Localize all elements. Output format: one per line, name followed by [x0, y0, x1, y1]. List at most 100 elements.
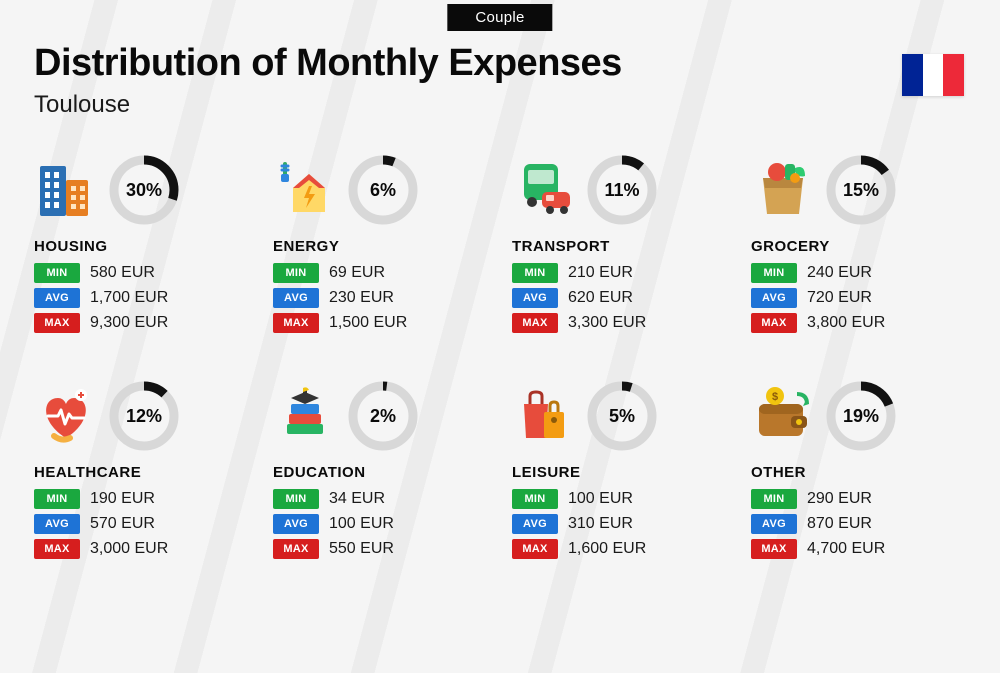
percent-gauge: 30% — [108, 154, 180, 226]
max-value: 1,600 EUR — [568, 540, 646, 558]
category-card-healthcare: 12%HEALTHCAREMIN190 EURAVG570 EURMAX3,00… — [34, 380, 249, 564]
category-card-grocery: 15%GROCERYMIN240 EURAVG720 EURMAX3,800 E… — [751, 154, 966, 338]
category-name: LEISURE — [512, 464, 727, 481]
stat-row-avg: AVG 310 EUR — [512, 514, 727, 534]
percent-value: 30% — [108, 154, 180, 226]
leisure-icon — [512, 384, 576, 448]
max-badge: MAX — [751, 539, 797, 559]
category-name: ENERGY — [273, 238, 488, 255]
stat-row-avg: AVG870 EUR — [751, 514, 966, 534]
household-badge: Couple — [447, 4, 552, 31]
stat-row-min: MIN 290 EUR — [751, 489, 966, 509]
percent-value: 2% — [347, 380, 419, 452]
min-value: 100 EUR — [568, 490, 633, 508]
max-badge: MAX — [34, 313, 80, 333]
category-name: OTHER — [751, 464, 966, 481]
stat-row-max: MAX4,700 EUR — [751, 539, 966, 559]
avg-value: 310 EUR — [568, 515, 633, 533]
max-badge: MAX — [751, 313, 797, 333]
max-value: 3,800 EUR — [807, 314, 885, 332]
stat-row-avg: AVG720 EUR — [751, 288, 966, 308]
percent-gauge: 12% — [108, 380, 180, 452]
avg-badge: AVG — [512, 288, 558, 308]
avg-badge: AVG — [34, 288, 80, 308]
min-badge: MIN — [512, 263, 558, 283]
min-badge: MIN — [273, 263, 319, 283]
max-value: 9,300 EUR — [90, 314, 168, 332]
grocery-icon — [751, 158, 815, 222]
min-badge: MIN — [751, 263, 797, 283]
stat-row-min: MIN 100 EUR — [512, 489, 727, 509]
percent-value: 6% — [347, 154, 419, 226]
flag-stripe-3 — [943, 54, 964, 96]
min-value: 34 EUR — [329, 490, 385, 508]
flag-icon — [902, 54, 964, 96]
percent-gauge: 6% — [347, 154, 419, 226]
max-value: 1,500 EUR — [329, 314, 407, 332]
stat-row-max: MAX 1,500 EUR — [273, 313, 488, 333]
stat-row-max: MAX3,300 EUR — [512, 313, 727, 333]
min-badge: MIN — [751, 489, 797, 509]
max-badge: MAX — [512, 313, 558, 333]
max-badge: MAX — [512, 539, 558, 559]
category-card-education: 2% EDUCATION MIN 34 EUR AVG 100 EUR MAX550 EUR — [273, 380, 488, 564]
stat-row-min: MIN 69 EUR — [273, 263, 488, 283]
stat-row-max: MAX550 EUR — [273, 539, 488, 559]
svg-text:$: $ — [772, 391, 778, 403]
min-value: 210 EUR — [568, 264, 633, 282]
stat-row-max: MAX 9,300 EUR — [34, 313, 249, 333]
stat-row-min: MIN 240 EUR — [751, 263, 966, 283]
avg-badge: AVG — [273, 514, 319, 534]
percent-gauge: 11% — [586, 154, 658, 226]
stat-row-avg: AVG 100 EUR — [273, 514, 488, 534]
min-value: 290 EUR — [807, 490, 872, 508]
max-badge: MAX — [34, 539, 80, 559]
stat-row-min: MIN 34 EUR — [273, 489, 488, 509]
percent-gauge: 19% — [825, 380, 897, 452]
page-title: Distribution of Monthly Expenses — [34, 42, 622, 85]
education-icon — [273, 384, 337, 448]
category-grid: 30%HOUSINGMIN580 EURAVG1,700 EURMAX9,300… — [34, 154, 966, 564]
min-badge: MIN — [512, 489, 558, 509]
min-value: 580 EUR — [90, 264, 155, 282]
min-badge: MIN — [273, 489, 319, 509]
avg-value: 230 EUR — [329, 289, 394, 307]
avg-badge: AVG — [34, 514, 80, 534]
category-name: HEALTHCARE — [34, 464, 249, 481]
avg-value: 720 EUR — [807, 289, 872, 307]
avg-value: 570 EUR — [90, 515, 155, 533]
avg-value: 620 EUR — [568, 289, 633, 307]
min-value: 69 EUR — [329, 264, 385, 282]
stat-row-max: MAX 1,600 EUR — [512, 539, 727, 559]
healthcare-icon — [34, 384, 98, 448]
percent-gauge: 5% — [586, 380, 658, 452]
max-badge: MAX — [273, 313, 319, 333]
category-card-leisure: 5% LEISURE MIN 100 EUR AVG 310 EUR MAX 1,600 EU… — [512, 380, 727, 564]
avg-badge: AVG — [512, 514, 558, 534]
flag-stripe-1 — [902, 54, 923, 96]
stat-row-avg: AVG 1,700 EUR — [34, 288, 249, 308]
avg-badge: AVG — [751, 514, 797, 534]
category-card-housing: 30%HOUSINGMIN580 EURAVG1,700 EURMAX9,300… — [34, 154, 249, 338]
category-name: TRANSPORT — [512, 238, 727, 255]
stat-row-max: MAX3,000 EUR — [34, 539, 249, 559]
category-card-transport: 11% TRANSPORT MIN 210 EUR AVG 620 EUR MAX3,300… — [512, 154, 727, 338]
stat-row-avg: AVG 620 EUR — [512, 288, 727, 308]
category-name: EDUCATION — [273, 464, 488, 481]
min-badge: MIN — [34, 263, 80, 283]
flag-stripe-2 — [923, 54, 944, 96]
stat-row-min: MIN 580 EUR — [34, 263, 249, 283]
percent-value: 5% — [586, 380, 658, 452]
stat-row-max: MAX 3,800 EUR — [751, 313, 966, 333]
category-name: GROCERY — [751, 238, 966, 255]
percent-value: 19% — [825, 380, 897, 452]
min-badge: MIN — [34, 489, 80, 509]
avg-value: 1,700 EUR — [90, 289, 168, 307]
min-value: 240 EUR — [807, 264, 872, 282]
avg-value: 100 EUR — [329, 515, 394, 533]
category-card-other: $19% OTHER MIN 290 EUR AVG870 EUR MAX4,700 EU… — [751, 380, 966, 564]
avg-badge: AVG — [273, 288, 319, 308]
header: Distribution of Monthly Expenses Toulous… — [34, 42, 622, 119]
percent-value: 12% — [108, 380, 180, 452]
max-badge: MAX — [273, 539, 319, 559]
